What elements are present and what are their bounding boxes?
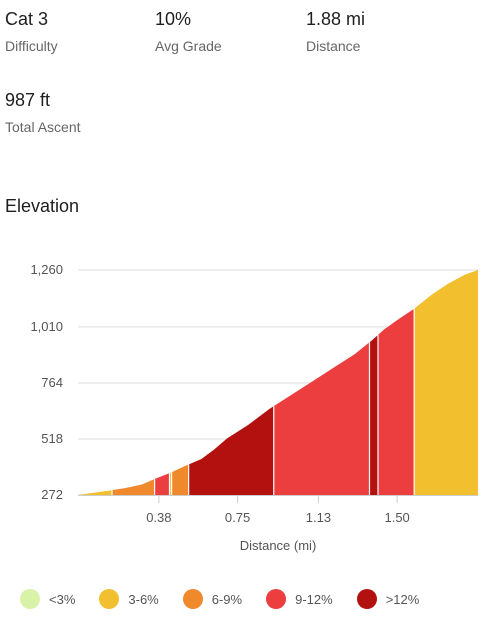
difficulty-value: Cat 3 bbox=[5, 9, 49, 29]
total-ascent-label: Total Ascent bbox=[5, 119, 81, 135]
elevation-segment bbox=[188, 406, 274, 495]
elevation-segment bbox=[414, 270, 478, 495]
legend-item-gt12[interactable]: >12% bbox=[356, 589, 420, 609]
legend-label: 3-6% bbox=[128, 591, 159, 607]
legend-label: <3% bbox=[49, 591, 76, 607]
legend-label: 9-12% bbox=[295, 591, 333, 607]
elevation-segment bbox=[273, 342, 370, 495]
avg-grade-value: 10% bbox=[155, 9, 192, 29]
legend-label: 6-9% bbox=[211, 591, 243, 607]
stat-total-ascent: 987 ft Total Ascent bbox=[5, 89, 81, 136]
y-tick-label: 1,260 bbox=[30, 262, 63, 277]
legend-item-lt3[interactable]: <3% bbox=[20, 589, 75, 609]
elevation-segment bbox=[154, 473, 170, 495]
elevation-area bbox=[78, 270, 478, 495]
elevation-chart: 272 518 764 1,010 1,260 0.38 0.75 1.13 1.50 Dis… bbox=[30, 262, 478, 553]
y-tick-label: 764 bbox=[41, 375, 63, 390]
x-tick-label: 1.50 bbox=[384, 510, 409, 525]
stat-avg-grade: 10% Avg Grade bbox=[155, 8, 222, 55]
segment-dividers bbox=[111, 308, 415, 495]
avg-grade-label: Avg Grade bbox=[155, 38, 222, 54]
x-tick-label: 0.38 bbox=[146, 510, 171, 525]
x-axis-title: Distance (mi) bbox=[240, 538, 317, 553]
legend-label: >12% bbox=[385, 591, 420, 607]
grade-legend: <3% 3-6% 6-9% 9-12% >12% bbox=[20, 589, 443, 609]
y-axis-ticks: 272 518 764 1,010 1,260 bbox=[30, 262, 63, 502]
y-tick-label: 1,010 bbox=[30, 319, 63, 334]
elevation-segment bbox=[369, 334, 378, 495]
legend-item-6-9[interactable]: 6-9% bbox=[182, 589, 243, 609]
legend-swatch bbox=[99, 589, 120, 609]
legend-swatch bbox=[182, 589, 203, 609]
y-tick-label: 518 bbox=[41, 431, 63, 446]
legend-item-3-6[interactable]: 3-6% bbox=[99, 589, 159, 609]
x-tick-label: 0.75 bbox=[225, 510, 250, 525]
difficulty-label: Difficulty bbox=[5, 38, 58, 54]
distance-value: 1.88 mi bbox=[306, 9, 366, 29]
distance-label: Distance bbox=[306, 38, 361, 54]
stat-difficulty: Cat 3 Difficulty bbox=[5, 8, 58, 55]
stat-distance: 1.88 mi Distance bbox=[306, 8, 365, 55]
y-tick-label: 272 bbox=[41, 487, 63, 502]
elevation-title: Elevation bbox=[5, 196, 80, 216]
x-tick-label: 1.13 bbox=[306, 510, 331, 525]
elevation-segment bbox=[78, 490, 113, 495]
legend-swatch bbox=[20, 589, 40, 609]
legend-swatch bbox=[266, 589, 287, 609]
total-ascent-value: 987 ft bbox=[5, 90, 51, 110]
legend-swatch bbox=[356, 589, 377, 609]
x-axis-ticks: 0.38 0.75 1.13 1.50 bbox=[146, 495, 410, 525]
elevation-segment bbox=[378, 308, 415, 495]
elevation-segment bbox=[112, 479, 155, 495]
legend-item-9-12[interactable]: 9-12% bbox=[266, 589, 333, 609]
elevation-segment bbox=[171, 464, 189, 495]
